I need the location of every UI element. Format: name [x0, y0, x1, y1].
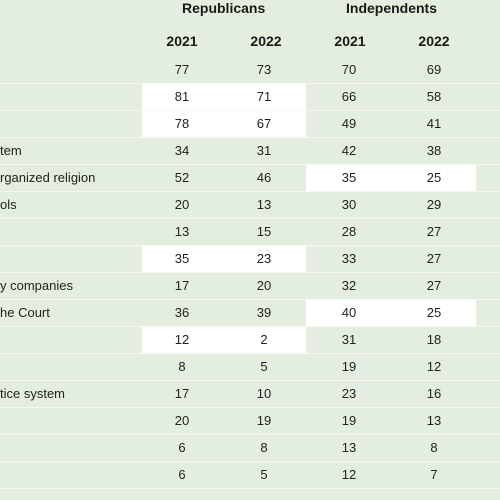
- table-cell: 18: [426, 332, 442, 347]
- table-cell: 13: [174, 224, 190, 239]
- table-row: he Court 36 39 40 25: [0, 300, 500, 327]
- table-cell: 73: [256, 62, 272, 77]
- table-cell: 20: [174, 197, 190, 212]
- row-label: rganized religion: [0, 170, 96, 185]
- table-cell: 27: [426, 251, 442, 266]
- table-row: ols 20 13 30 29: [0, 192, 500, 219]
- table-cell: 23: [256, 251, 272, 266]
- table-row: 81 71 66 58: [0, 84, 500, 111]
- table-cell: 16: [426, 386, 442, 401]
- table-row: 35 23 33 27: [0, 246, 500, 273]
- row-label: ols: [0, 197, 17, 212]
- table-cell: 5: [260, 359, 268, 374]
- table-cell: 25: [426, 305, 442, 320]
- row-label: tice system: [0, 386, 66, 401]
- row-highlight: [142, 84, 306, 110]
- table-row: 20 19 19 13: [0, 408, 500, 435]
- table-cell: 36: [174, 305, 190, 320]
- table-cell: 27: [426, 278, 442, 293]
- table-cell: 2: [260, 332, 268, 347]
- table-cell: 13: [341, 440, 357, 455]
- table-cell: 27: [426, 224, 442, 239]
- row-label: he Court: [0, 305, 50, 320]
- table-cell: 8: [260, 440, 268, 455]
- independents-header: Independents: [346, 0, 438, 16]
- table-cell: 67: [256, 116, 272, 131]
- table-row: y companies 17 20 32 27: [0, 273, 500, 300]
- table-row: tice system 17 10 23 16: [0, 381, 500, 408]
- year-header-rep-2022: 2022: [250, 33, 282, 49]
- table-cell: 17: [174, 386, 190, 401]
- table-row: 12 2 31 18: [0, 327, 500, 354]
- row-highlight: [142, 111, 306, 137]
- table-cell: 42: [341, 143, 357, 158]
- table-cell: 8: [178, 359, 186, 374]
- table-cell: 6: [178, 440, 186, 455]
- table-cell: 69: [426, 62, 442, 77]
- table-cell: 66: [341, 89, 357, 104]
- table-cell: 40: [341, 305, 357, 320]
- table-cell: 10: [256, 386, 272, 401]
- table-cell: 78: [174, 116, 190, 131]
- year-header-ind-2021: 2021: [334, 33, 366, 49]
- row-highlight: [306, 165, 476, 191]
- row-highlight: [142, 246, 306, 272]
- table-cell: 30: [341, 197, 357, 212]
- table-row: tem 34 31 42 38: [0, 138, 500, 165]
- data-table: 77 73 70 69 81 71 66 58 78 67 49 41 tem 34 31 42 38 rgani…: [0, 57, 500, 489]
- table-cell: 12: [341, 467, 357, 482]
- table-cell: 71: [256, 89, 272, 104]
- table-cell: 35: [341, 170, 357, 185]
- table-cell: 81: [174, 89, 190, 104]
- row-highlight: [142, 327, 306, 353]
- table-cell: 52: [174, 170, 190, 185]
- table-row: 6 5 12 7: [0, 462, 500, 489]
- table-row: 8 5 19 12: [0, 354, 500, 381]
- table-cell: 70: [341, 62, 357, 77]
- table-cell: 12: [174, 332, 190, 347]
- table-row: 6 8 13 8: [0, 435, 500, 462]
- table-cell: 13: [426, 413, 442, 428]
- table-cell: 8: [430, 440, 438, 455]
- table-cell: 34: [174, 143, 190, 158]
- table-row: 13 15 28 27: [0, 219, 500, 246]
- row-highlight: [306, 300, 476, 326]
- table-cell: 58: [426, 89, 442, 104]
- table-cell: 31: [341, 332, 357, 347]
- table-cell: 38: [426, 143, 442, 158]
- year-header-ind-2022: 2022: [418, 33, 450, 49]
- table-cell: 46: [256, 170, 272, 185]
- row-label: tem: [0, 143, 22, 158]
- table-cell: 19: [341, 413, 357, 428]
- table-cell: 19: [341, 359, 357, 374]
- republicans-header: Republicans: [182, 0, 266, 16]
- table-cell: 49: [341, 116, 357, 131]
- table-cell: 13: [256, 197, 272, 212]
- table-cell: 23: [341, 386, 357, 401]
- table-cell: 6: [178, 467, 186, 482]
- table-cell: 17: [174, 278, 190, 293]
- table-row: 78 67 49 41: [0, 111, 500, 138]
- table-cell: 20: [174, 413, 190, 428]
- table-cell: 7: [430, 467, 438, 482]
- table-cell: 77: [174, 62, 190, 77]
- table-cell: 19: [256, 413, 272, 428]
- table-cell: 39: [256, 305, 272, 320]
- table-cell: 33: [341, 251, 357, 266]
- table-cell: 31: [256, 143, 272, 158]
- table-cell: 28: [341, 224, 357, 239]
- table-cell: 25: [426, 170, 442, 185]
- table-cell: 41: [426, 116, 442, 131]
- table-cell: 35: [174, 251, 190, 266]
- table-cell: 32: [341, 278, 357, 293]
- row-label: y companies: [0, 278, 73, 293]
- table-cell: 20: [256, 278, 272, 293]
- table-cell: 12: [426, 359, 442, 374]
- year-header-rep-2021: 2021: [166, 33, 198, 49]
- table-cell: 29: [426, 197, 442, 212]
- table-cell: 15: [256, 224, 272, 239]
- table-row: rganized religion 52 46 35 25: [0, 165, 500, 192]
- table-row: 77 73 70 69: [0, 57, 500, 84]
- table-cell: 5: [260, 467, 268, 482]
